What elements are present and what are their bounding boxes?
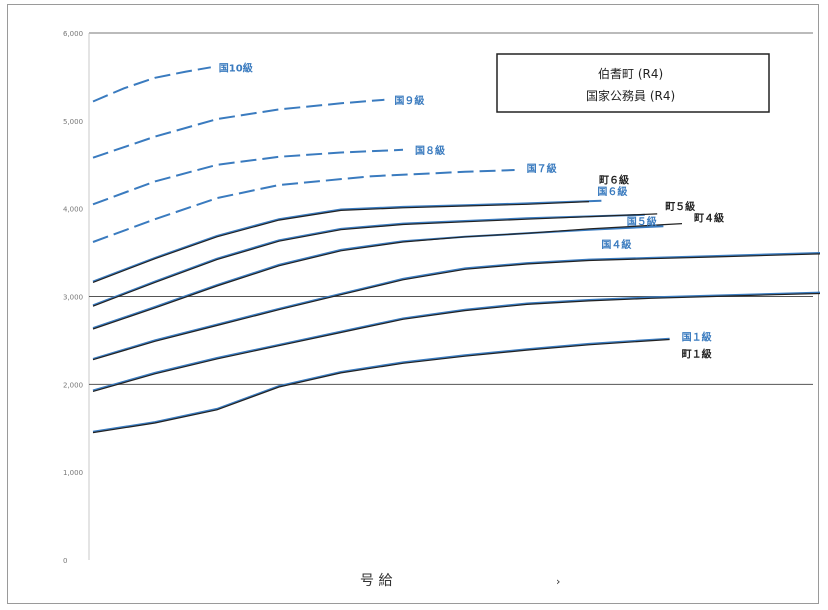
- series-label-10: 町４級: [694, 212, 724, 225]
- series-line-6: [92, 201, 590, 283]
- series-label-9: 国４級: [601, 238, 631, 251]
- y-tick-label: 0: [63, 557, 67, 565]
- series-line-4: [92, 169, 515, 243]
- series-line-2: [92, 98, 385, 159]
- series-label-1: 国10級: [219, 61, 253, 74]
- series-label-4: 国７級: [527, 162, 557, 175]
- series-label-3: 国８級: [415, 144, 445, 157]
- x-axis-label-extra: ›: [556, 575, 560, 588]
- x-axis-label: 号 給: [360, 573, 392, 589]
- series-line-9: [92, 225, 664, 330]
- series-line-16: [92, 338, 670, 434]
- series-line-10: [92, 223, 683, 330]
- legend-box: 伯耆町 (R4) 国家公務員 (R4): [496, 53, 770, 113]
- series-labels: 国10級国９級国８級国７級国６級町６級国５級町５級国４級町４級国３級町３級国２級…: [219, 61, 724, 361]
- series-line-7: [92, 213, 645, 307]
- legend-frame: [496, 53, 770, 113]
- y-tick-label: 5,000: [63, 118, 83, 126]
- chart-frame: 0 1,000 2,000 3,000 4,000 5,000 6,000 国10級 国９級国…: [7, 4, 820, 604]
- series-label-5: 国６級: [597, 185, 627, 198]
- y-tick-label: 3,000: [63, 294, 83, 302]
- series-label-6: 町６級: [599, 174, 629, 187]
- series-label-8: 町５級: [665, 200, 695, 213]
- series-line-3: [92, 148, 404, 206]
- y-tick-labels: 0 1,000 2,000 3,000 4,000 5,000 6,000: [63, 30, 83, 565]
- y-tick-label: 6,000: [63, 30, 83, 38]
- series-line-12: [92, 253, 820, 361]
- series-label-15: 国１級: [682, 331, 712, 344]
- legend-entry-town: 伯耆町 (R4): [598, 66, 663, 81]
- series-line-13: [92, 291, 820, 392]
- series-label-16: 町１級: [682, 348, 712, 361]
- series-label-2: 国９級: [394, 94, 424, 107]
- series-line-5: [92, 199, 602, 283]
- y-tick-label: 1,000: [63, 469, 83, 477]
- y-tick-label: 4,000: [63, 206, 83, 214]
- legend-entry-national: 国家公務員 (R4): [586, 88, 675, 103]
- series-line-8: [92, 213, 658, 307]
- series-line-14: [92, 292, 820, 392]
- series-line-15: [92, 337, 670, 433]
- series-line-1: [92, 66, 211, 103]
- series-label-7: 国５級: [627, 215, 657, 228]
- series-line-11: [92, 251, 820, 360]
- y-tick-label: 2,000: [63, 381, 83, 389]
- series-layer: [92, 66, 820, 434]
